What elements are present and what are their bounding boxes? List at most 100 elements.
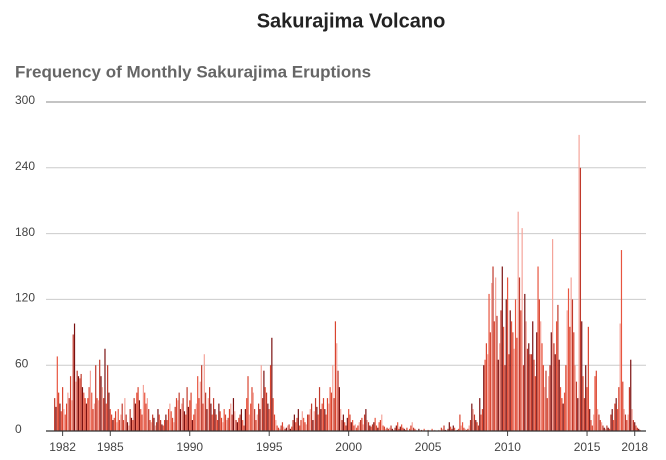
bar — [334, 321, 337, 431]
bar — [414, 428, 416, 431]
bar — [224, 414, 227, 431]
bar — [557, 304, 559, 431]
bar — [177, 400, 179, 431]
x-tick-label: 1985 — [97, 440, 124, 454]
bar — [92, 409, 94, 431]
bar — [593, 414, 595, 431]
x-tick-label: 2010 — [494, 440, 521, 454]
bar — [141, 414, 143, 431]
bar — [239, 414, 241, 431]
bar — [207, 398, 209, 431]
bar — [99, 359, 101, 431]
bar — [170, 411, 172, 431]
bar — [212, 398, 215, 431]
bar — [202, 403, 204, 431]
bar — [198, 398, 200, 431]
bar — [467, 428, 469, 431]
bar — [504, 365, 506, 431]
bar — [303, 417, 305, 431]
bar — [113, 417, 115, 431]
bar — [622, 381, 624, 431]
bar — [142, 384, 144, 431]
bar — [468, 425, 470, 431]
bar — [528, 343, 530, 431]
bar — [493, 321, 495, 431]
bar — [443, 425, 445, 431]
bar — [222, 422, 224, 431]
bar — [385, 428, 387, 431]
bar — [485, 343, 487, 431]
bar — [367, 422, 370, 431]
bar — [89, 370, 92, 431]
bar — [65, 403, 68, 431]
bar — [254, 409, 256, 431]
bar — [117, 409, 119, 431]
bar — [373, 422, 375, 431]
bar — [136, 392, 138, 431]
bar — [358, 422, 360, 431]
bar — [280, 425, 282, 431]
bar — [550, 332, 552, 431]
bar — [480, 414, 482, 431]
bar — [532, 321, 534, 431]
bar — [475, 420, 477, 431]
bar — [638, 428, 640, 431]
bar — [313, 411, 315, 431]
bar — [481, 409, 484, 431]
bar — [599, 420, 601, 431]
bar — [612, 420, 615, 431]
bar — [614, 403, 616, 431]
bar — [496, 315, 498, 431]
x-tick-label: 2018 — [621, 440, 648, 454]
bar — [244, 409, 246, 431]
bar — [214, 409, 216, 431]
bar — [182, 398, 184, 431]
bar — [267, 403, 269, 431]
bar — [342, 414, 344, 431]
bar — [397, 422, 399, 431]
bar — [610, 414, 612, 431]
bar — [505, 299, 507, 431]
bar — [183, 411, 186, 431]
bar — [452, 425, 454, 431]
bar — [264, 387, 266, 431]
bar — [598, 414, 600, 431]
bar — [97, 400, 99, 431]
bar — [289, 428, 291, 431]
bar — [273, 414, 276, 431]
bar — [247, 376, 249, 431]
bar — [601, 422, 603, 431]
bar — [158, 414, 160, 431]
bar — [263, 370, 265, 431]
bar — [632, 420, 634, 431]
bar — [324, 409, 326, 431]
bar — [235, 420, 237, 431]
bar — [401, 424, 403, 431]
bar — [161, 424, 163, 431]
bar — [112, 420, 114, 431]
bar — [594, 376, 596, 431]
bar — [216, 420, 219, 431]
bar — [548, 376, 550, 431]
bar — [309, 409, 311, 431]
bar — [248, 414, 250, 431]
bar — [565, 365, 567, 431]
bar — [375, 425, 378, 431]
bar — [122, 420, 125, 431]
bar — [573, 332, 575, 431]
bar — [370, 426, 372, 431]
bar — [279, 428, 281, 431]
bar — [185, 414, 187, 431]
bar — [230, 403, 232, 431]
bar — [410, 425, 412, 431]
bar — [174, 406, 176, 431]
bar — [83, 392, 85, 431]
bar — [243, 425, 245, 431]
bar — [512, 332, 514, 431]
bar — [128, 425, 130, 431]
y-tick-label: 60 — [15, 356, 29, 370]
bar — [524, 293, 526, 431]
bar — [514, 299, 517, 431]
bar — [326, 398, 329, 431]
bar — [187, 406, 190, 431]
